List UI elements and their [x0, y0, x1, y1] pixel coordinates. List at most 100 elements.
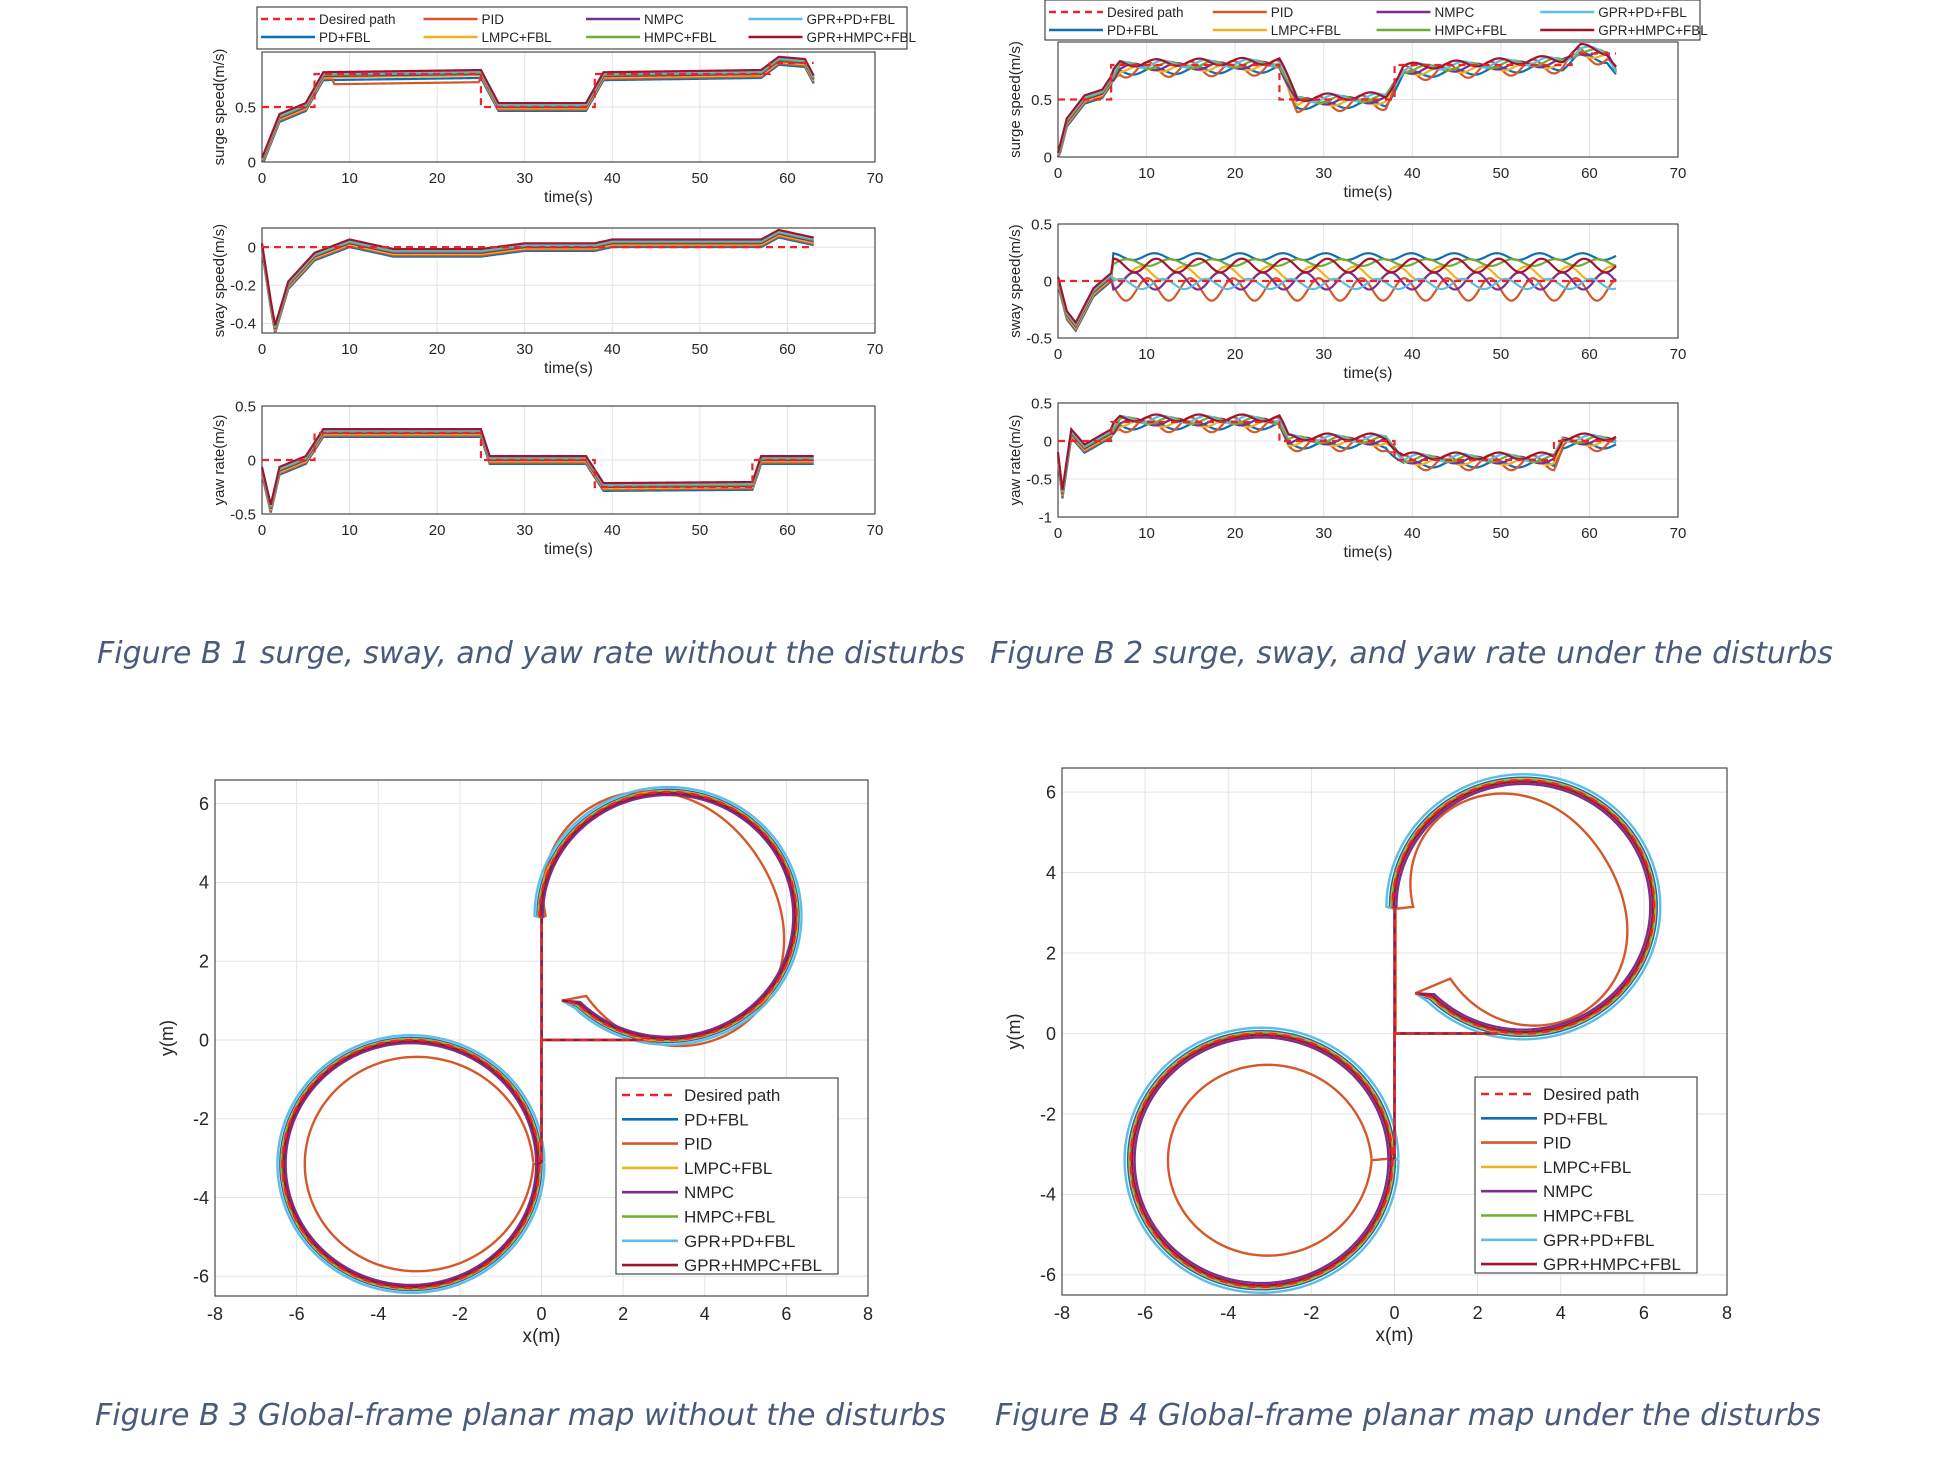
x-tick-label: -8 [1054, 1303, 1070, 1323]
y-tick-label: -2 [1040, 1104, 1056, 1124]
x-tick-label: 10 [1138, 346, 1155, 363]
legend-label-gpr-hmpc-fbl: GPR+HMPC+FBL [1598, 23, 1708, 38]
y-tick-label: -4 [193, 1188, 209, 1208]
fig1-yaw-series-group [260, 428, 814, 513]
series-line-pid [1056, 47, 1617, 158]
x-tick-label: 40 [604, 170, 621, 187]
series-line-gpr-hmpc-fbl [260, 55, 815, 159]
fig4-planar-ylabel: y(m) [1004, 1014, 1024, 1050]
fig2-legend: Desired path PID NMPC GPR+PD+FBL PD+FBL LMPC+… [1044, 0, 1708, 41]
legend-label-pid: PID [482, 12, 505, 27]
x-tick-label: 10 [341, 170, 358, 187]
series-line-gpr-pd-fbl [260, 230, 814, 327]
fig1-surge-ylabel: surge speed(m/s) [211, 49, 228, 166]
legend-label-hmpc-fbl: HMPC+FBL [1543, 1207, 1634, 1226]
legend-label-nmpc: NMPC [684, 1183, 734, 1202]
legend-label-nmpc: NMPC [1435, 5, 1475, 20]
legend-label-gpr-hmpc-fbl: GPR+HMPC+FBL [807, 30, 917, 45]
legend-label-lmpc-fbl: LMPC+FBL [1543, 1158, 1631, 1177]
x-tick-label: 40 [1404, 165, 1421, 182]
fig1-surge-axes: 0 10 20 30 40 50 60 70 0 0.5 time(s) surge speed(m/… [211, 49, 883, 206]
trajectory-desired-path-upper [538, 790, 798, 1042]
legend-label-gpr-pd-fbl: GPR+PD+FBL [1598, 5, 1687, 20]
trajectory-gpr-hmpc-fbl-lower [1130, 1033, 1396, 1287]
y-tick-label: -0.5 [1026, 330, 1052, 347]
x-tick-label: 4 [1556, 1303, 1566, 1323]
x-tick-label: -4 [370, 1304, 386, 1324]
x-tick-label: -8 [207, 1304, 223, 1324]
x-tick-label: 60 [1581, 346, 1598, 363]
legend-label-hmpc-fbl: HMPC+FBL [684, 1208, 775, 1227]
x-tick-label: 0 [258, 341, 266, 358]
series-line-gpr-hmpc-fbl [260, 428, 814, 505]
x-tick-label: 50 [1493, 346, 1510, 363]
trajectory-gpr-hmpc-fbl-upper [1392, 780, 1654, 1035]
x-tick-label: 20 [429, 170, 446, 187]
trajectory-desired-path-lower [281, 1038, 543, 1290]
x-tick-label: 10 [1138, 525, 1155, 542]
y-tick-label: 0.5 [1031, 395, 1052, 412]
x-tick-label: 50 [692, 170, 709, 187]
x-tick-label: 60 [779, 341, 796, 358]
legend-label-pid: PID [684, 1135, 712, 1154]
fig1-legend: Desired path PID NMPC GPR+PD+FBL PD+FBL LMPC+… [256, 6, 917, 50]
legend-label-desired-path: Desired path [684, 1086, 780, 1105]
legend-label-gpr-pd-fbl: GPR+PD+FBL [807, 12, 896, 27]
series-line-desired-path [262, 431, 814, 489]
x-tick-label: 4 [700, 1304, 710, 1324]
x-tick-label: 0 [258, 170, 266, 187]
y-tick-label: 0.5 [1031, 92, 1052, 109]
x-tick-label: -2 [1303, 1303, 1319, 1323]
fig2-yaw-ylabel: yaw rate(m/s) [1007, 415, 1024, 506]
x-tick-label: 8 [1722, 1303, 1732, 1323]
legend-label-lmpc-fbl: LMPC+FBL [1271, 23, 1342, 38]
x-tick-label: 50 [692, 341, 709, 358]
x-tick-label: 30 [1315, 165, 1332, 182]
y-tick-label: 0 [1044, 149, 1052, 166]
y-tick-label: -0.4 [230, 316, 256, 333]
legend-label-nmpc: NMPC [1543, 1182, 1593, 1201]
legend-label-pd-fbl: PD+FBL [319, 30, 371, 45]
y-tick-label: -0.5 [230, 506, 256, 523]
trajectory-desired-path-upper [1391, 778, 1656, 1035]
x-tick-label: -4 [1220, 1303, 1236, 1323]
legend-label-pid: PID [1543, 1134, 1571, 1153]
fig2-sway-ylabel: sway speed(m/s) [1007, 224, 1024, 337]
x-tick-label: 20 [1227, 525, 1244, 542]
fig1-sway-series-group [260, 228, 814, 334]
series-line-hmpc-fbl [1056, 258, 1617, 328]
x-tick-label: 30 [516, 341, 533, 358]
fig3-planar-xlabel: x(m) [523, 1326, 561, 1347]
fig2-surge-series-group [1056, 42, 1618, 158]
series-line-pid [260, 235, 814, 333]
legend-label-desired-path: Desired path [1107, 5, 1184, 20]
x-tick-label: 30 [516, 170, 533, 187]
x-tick-label: 2 [618, 1304, 628, 1324]
fig3-planar-ylabel: y(m) [157, 1020, 177, 1056]
x-tick-label: 0 [1054, 346, 1062, 363]
fig1-surge-xlabel: time(s) [544, 189, 593, 206]
x-tick-label: 50 [1493, 165, 1510, 182]
fig1-surge-series-group [260, 55, 815, 163]
y-tick-label: 0 [1044, 433, 1052, 450]
x-tick-label: 60 [779, 170, 796, 187]
x-tick-label: 30 [1315, 346, 1332, 363]
series-line-desired-path [262, 61, 814, 109]
x-tick-label: 50 [692, 522, 709, 539]
x-tick-label: 60 [779, 522, 796, 539]
y-tick-label: 6 [199, 794, 209, 814]
y-tick-label: 2 [199, 951, 209, 971]
x-tick-label: -2 [452, 1304, 468, 1324]
series-line-gpr-hmpc-fbl [1056, 257, 1617, 325]
x-tick-label: 0 [536, 1304, 546, 1324]
y-tick-label: -6 [1040, 1265, 1056, 1285]
fig3-planar-series-group [276, 785, 803, 1295]
x-tick-label: 20 [1227, 165, 1244, 182]
legend-label-gpr-pd-fbl: GPR+PD+FBL [684, 1232, 796, 1251]
series-line-gpr-hmpc-fbl [260, 228, 814, 326]
fig2-surge-ylabel: surge speed(m/s) [1007, 41, 1024, 158]
fig2-yaw-axes: 0 10 20 30 40 50 60 70 -1 -0.5 0 0.5 time(s) yaw rate… [1007, 395, 1686, 561]
series-line-pd-fbl [1056, 251, 1617, 333]
trajectory-pid-lower [303, 1039, 543, 1273]
